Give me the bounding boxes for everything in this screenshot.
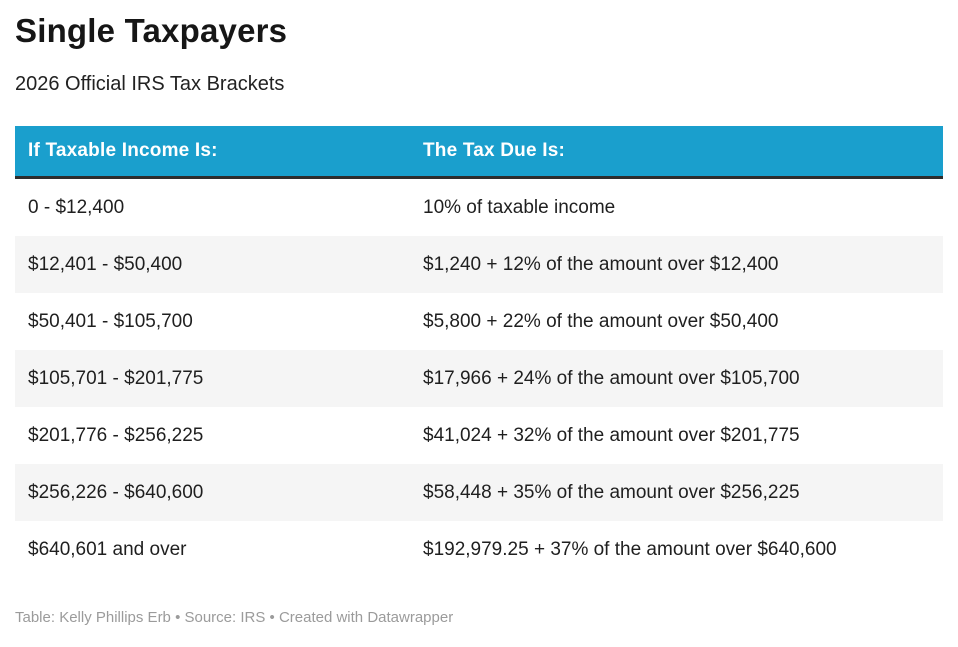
table-row: $640,601 and over $192,979.25 + 37% of t… bbox=[15, 521, 943, 579]
taxable-income-cell: $105,701 - $201,775 bbox=[28, 367, 204, 389]
taxable-income-cell: $201,776 - $256,225 bbox=[28, 424, 204, 446]
table-row: 0 - $12,400 10% of taxable income bbox=[15, 179, 943, 237]
tax-due-cell: $192,979.25 + 37% of the amount over $64… bbox=[423, 538, 837, 560]
taxable-income-cell: $50,401 - $105,700 bbox=[28, 310, 193, 332]
tax-due-cell: 10% of taxable income bbox=[423, 196, 616, 218]
taxable-income-cell: $12,401 - $50,400 bbox=[28, 253, 183, 275]
table-row: $12,401 - $50,400 $1,240 + 12% of the am… bbox=[15, 236, 943, 294]
tax-due-cell: $58,448 + 35% of the amount over $256,22… bbox=[423, 481, 800, 503]
table-header-row: If Taxable Income Is: The Tax Due Is: bbox=[15, 126, 943, 180]
tax-brackets-table: If Taxable Income Is: The Tax Due Is: 0 … bbox=[15, 126, 943, 579]
attribution-footer: Table: Kelly Phillips Erb • Source: IRS … bbox=[15, 609, 454, 627]
table-row: $201,776 - $256,225 $41,024 + 32% of the… bbox=[15, 407, 943, 465]
page-title: Single Taxpayers bbox=[15, 12, 288, 49]
taxable-income-cell: $256,226 - $640,600 bbox=[28, 481, 204, 503]
page-subtitle: 2026 Official IRS Tax Brackets bbox=[15, 73, 285, 96]
table-row: $256,226 - $640,600 $58,448 + 35% of the… bbox=[15, 464, 943, 522]
taxable-income-cell: $640,601 and over bbox=[28, 538, 187, 560]
tax-due-cell: $17,966 + 24% of the amount over $105,70… bbox=[423, 367, 800, 389]
table-row: $50,401 - $105,700 $5,800 + 22% of the a… bbox=[15, 293, 943, 351]
column-header-taxable-income: If Taxable Income Is: bbox=[28, 140, 218, 162]
column-header-tax-due: The Tax Due Is: bbox=[423, 140, 566, 162]
table-row: $105,701 - $201,775 $17,966 + 24% of the… bbox=[15, 350, 943, 408]
tax-due-cell: $1,240 + 12% of the amount over $12,400 bbox=[423, 253, 779, 275]
tax-due-cell: $41,024 + 32% of the amount over $201,77… bbox=[423, 424, 800, 446]
taxable-income-cell: 0 - $12,400 bbox=[28, 196, 125, 218]
tax-due-cell: $5,800 + 22% of the amount over $50,400 bbox=[423, 310, 779, 332]
